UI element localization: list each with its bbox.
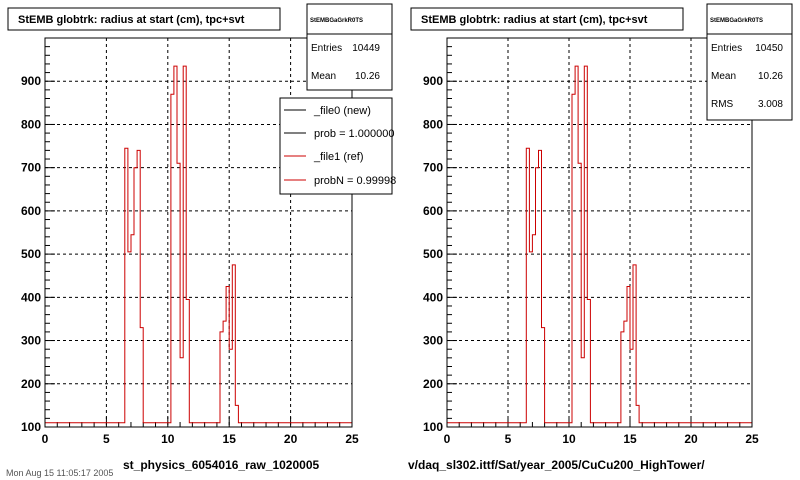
left-y-tick-label: 800: [21, 117, 41, 131]
right-y-tick-label: 700: [423, 161, 443, 175]
right-stats-header: StEMBGaGrkR0TS: [710, 18, 763, 24]
right-stats-rms-label: RMS: [711, 99, 734, 110]
right-y-tick-label: 900: [423, 74, 443, 88]
right-histogram-series-0: [447, 65, 752, 424]
left-x-tick-label: 25: [345, 432, 359, 446]
right-y-tick-label: 100: [423, 420, 443, 434]
left-x-tick-label: 0: [42, 432, 49, 446]
left-stats-entries-label: Entries: [311, 43, 342, 54]
left-y-tick-label: 600: [21, 204, 41, 218]
left-y-tick-label: 300: [21, 334, 41, 348]
left-stats-mean-value: 10.26: [355, 71, 380, 82]
left-y-tick-label: 500: [21, 247, 41, 261]
right-stats-rms-value: 3.008: [758, 99, 783, 110]
left-stats-entries-value: 10449: [352, 43, 380, 54]
right-x-tick-label: 15: [623, 432, 637, 446]
right-stats-entries-label: Entries: [711, 43, 742, 54]
right-x-axis-title: v/daq_sl302.ittf/Sat/year_2005/CuCu200_H…: [408, 458, 705, 472]
right-histogram-panel: StEMB globtrk: radius at start (cm), tpc…: [408, 3, 793, 472]
right-plot-background: [447, 38, 752, 427]
left-x-axis-title: st_physics_6054016_raw_1020005: [123, 458, 319, 472]
left-y-tick-label: 400: [21, 290, 41, 304]
right-y-tick-label: 500: [423, 247, 443, 261]
left-chart-title: StEMB globtrk: radius at start (cm), tpc…: [18, 14, 245, 26]
left-x-tick-label: 5: [103, 432, 110, 446]
legend-entry-prob: prob = 1.000000: [314, 128, 394, 140]
left-x-tick-label: 15: [223, 432, 237, 446]
right-stats-mean-value: 10.26: [758, 71, 783, 82]
left-stats-box: StEMBGaGrkR0TS Entries 10449 Mean 10.26: [306, 3, 393, 91]
left-y-tick-label: 900: [21, 74, 41, 88]
footer-timestamp: Mon Aug 15 11:05:17 2005: [6, 468, 113, 478]
left-x-tick-label: 20: [284, 432, 298, 446]
right-y-tick-label: 800: [423, 117, 443, 131]
right-title-box: [410, 7, 684, 31]
right-plot-frame: [446, 37, 753, 428]
left-x-tick-label: 10: [161, 432, 175, 446]
right-plot-area: 0 5 10 15 20 25 100 200 300 400 500 600 700 800 900: [423, 37, 759, 446]
left-title-box: [7, 7, 281, 31]
left-y-tick-label: 200: [21, 377, 41, 391]
right-x-tick-label: 0: [444, 432, 451, 446]
right-stats-box: StEMBGaGrkR0TS Entries 10450 Mean 10.26 …: [706, 3, 793, 121]
left-y-tick-label: 700: [21, 161, 41, 175]
left-stats-mean-label: Mean: [311, 71, 336, 82]
left-plot-background: [45, 38, 352, 427]
right-y-tick-label: 400: [423, 290, 443, 304]
right-y-tick-label: 300: [423, 334, 443, 348]
legend-entry-file0: _file0 (new): [313, 105, 371, 117]
left-histogram-panel: StEMB globtrk: radius at start (cm), tpc…: [7, 3, 396, 472]
right-x-tick-label: 25: [745, 432, 759, 446]
left-legend-box: _file0 (new) prob = 1.000000 _file1 (ref…: [279, 97, 396, 195]
right-x-tick-label: 5: [505, 432, 512, 446]
right-x-tick-label: 10: [562, 432, 576, 446]
right-stats-entries-value: 10450: [755, 43, 783, 54]
left-plot-frame: [44, 37, 353, 428]
left-histogram-series-0: [45, 65, 352, 424]
right-chart-title: StEMB globtrk: radius at start (cm), tpc…: [421, 14, 648, 26]
legend-entry-probn: probN = 0.99998: [314, 175, 396, 187]
right-y-tick-label: 200: [423, 377, 443, 391]
right-x-tick-label: 20: [684, 432, 698, 446]
left-stats-header: StEMBGaGrkR0TS: [310, 18, 363, 24]
legend-entry-file1: _file1 (ref): [313, 151, 364, 163]
right-stats-mean-label: Mean: [711, 71, 736, 82]
right-y-tick-label: 600: [423, 204, 443, 218]
left-y-tick-label: 100: [21, 420, 41, 434]
